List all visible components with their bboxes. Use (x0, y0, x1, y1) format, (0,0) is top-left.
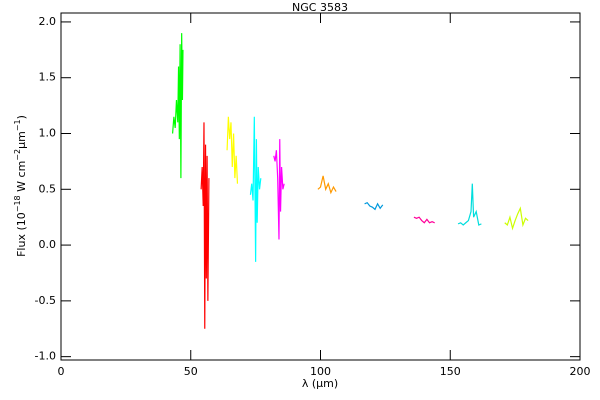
y-tick-label: -1.0 (35, 350, 56, 363)
spectrum-line (413, 216, 435, 224)
spectrum-line (226, 116, 239, 184)
spectrum-line (249, 116, 262, 262)
x-axis-label: λ (μm) (302, 377, 338, 390)
x-tick-label: 200 (570, 365, 591, 378)
y-axis-label: Flux (10−18 W cm−2μm−1) (13, 115, 28, 257)
x-tick-label: 100 (310, 365, 331, 378)
y-tick-label: 1.0 (39, 127, 57, 140)
y-axis-label-part: −18 (13, 195, 22, 212)
spectrum-line (171, 33, 184, 179)
spectrum-line (504, 206, 529, 231)
y-tick-label: 0.0 (39, 238, 57, 251)
spectrum-line (317, 175, 337, 195)
y-axis-label-part: Flux (10 (15, 212, 28, 257)
chart-title: NGC 3583 (292, 1, 348, 14)
y-axis-label-part: W cm (15, 161, 28, 196)
y-tick-label: 1.5 (39, 71, 57, 84)
spectrum-line (200, 122, 210, 329)
y-axis-label-part: −2 (13, 149, 22, 161)
y-axis-label-part: μm (15, 131, 28, 149)
spectrum-line (457, 183, 482, 226)
y-tick-label: 2.0 (39, 15, 57, 28)
y-axis-label-part: −1 (13, 119, 22, 131)
x-tick-label: 0 (58, 365, 65, 378)
spectrum-line (364, 201, 384, 211)
spectrum-line (273, 139, 285, 240)
y-tick-label: 0.5 (39, 182, 57, 195)
y-axis-label-part: ) (15, 115, 28, 119)
x-tick-label: 150 (440, 365, 461, 378)
x-tick-label: 50 (184, 365, 198, 378)
y-tick-label: -0.5 (35, 294, 56, 307)
